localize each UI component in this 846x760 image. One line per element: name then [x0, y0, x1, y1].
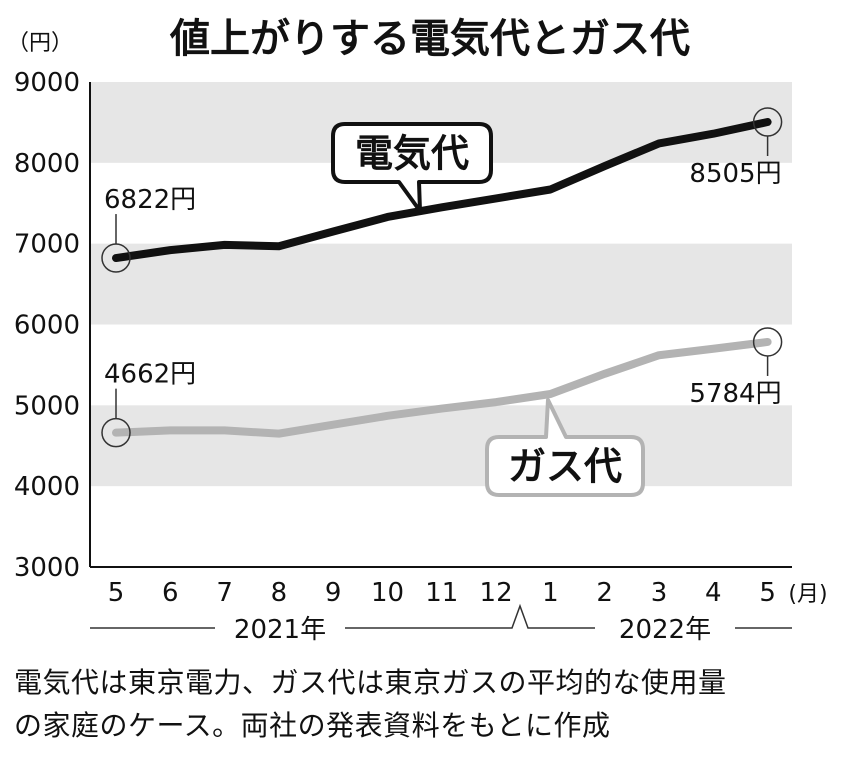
- x-tick-label: 5: [108, 578, 125, 608]
- x-tick-label: 1: [542, 578, 559, 608]
- x-tick-label: 5: [759, 578, 776, 608]
- series-lines: [112, 118, 772, 438]
- line-chart: 値上がりする電気代とガス代 （円） 3000 4000 5000 6000 7000 80…: [7, 16, 828, 645]
- y-tick-label: 9000: [14, 68, 80, 98]
- year-label-2021: 2021年: [234, 615, 326, 645]
- gas-end-value-label: 5784円: [689, 379, 781, 409]
- x-tick-label: 11: [425, 578, 458, 608]
- year-label-2022: 2022年: [619, 615, 711, 645]
- electricity-start-value-label: 6822円: [104, 185, 196, 215]
- x-tick-label: 4: [705, 578, 722, 608]
- gas-start-value-label: 4662円: [104, 360, 196, 390]
- x-tick-label: 3: [651, 578, 668, 608]
- year-row: 2021年 2022年: [90, 603, 792, 645]
- x-tick-label: 7: [216, 578, 233, 608]
- x-tick-label: 6: [162, 578, 179, 608]
- electricity-name-label: 電気代: [355, 132, 469, 176]
- electricity-line: [112, 118, 772, 263]
- gas-name-box: [485, 398, 645, 497]
- axes: [89, 82, 792, 568]
- grid-band: [90, 243, 792, 325]
- x-tick-label: 12: [480, 578, 513, 608]
- y-tick-label: 6000: [14, 311, 80, 341]
- x-tick-label: 2: [596, 578, 613, 608]
- electricity-end-value-label: 8505円: [689, 159, 781, 189]
- grid-bands: [90, 82, 792, 487]
- footnote-line-2: の家庭のケース。両社の発表資料をもとに作成: [14, 709, 611, 742]
- gas-name-label: ガス代: [508, 445, 622, 489]
- y-tick-label: 7000: [14, 230, 80, 260]
- grid-band: [90, 405, 792, 487]
- y-unit-label: （円）: [7, 31, 73, 56]
- x-tick-labels: 5 6 7 8 9 10 11 12 1 2 3 4 5: [108, 578, 776, 608]
- electricity-name-box: [331, 122, 493, 213]
- x-unit-label: (月): [788, 582, 827, 607]
- footnote-line-1: 電気代は東京電力、ガス代は東京ガスの平均的な使用量: [14, 666, 727, 699]
- y-tick-label: 4000: [14, 472, 80, 502]
- y-tick-label: 3000: [14, 553, 80, 583]
- y-tick-label: 8000: [14, 149, 80, 179]
- y-tick-label: 5000: [14, 391, 80, 421]
- x-tick-label: 9: [325, 578, 342, 608]
- chart-title: 値上がりする電気代とガス代: [169, 16, 690, 62]
- gas-line: [112, 337, 772, 438]
- year-boundary-bracket: [500, 603, 540, 629]
- x-tick-label: 8: [271, 578, 288, 608]
- y-tick-labels: 3000 4000 5000 6000 7000 8000 9000: [14, 68, 80, 583]
- x-tick-label: 10: [371, 578, 404, 608]
